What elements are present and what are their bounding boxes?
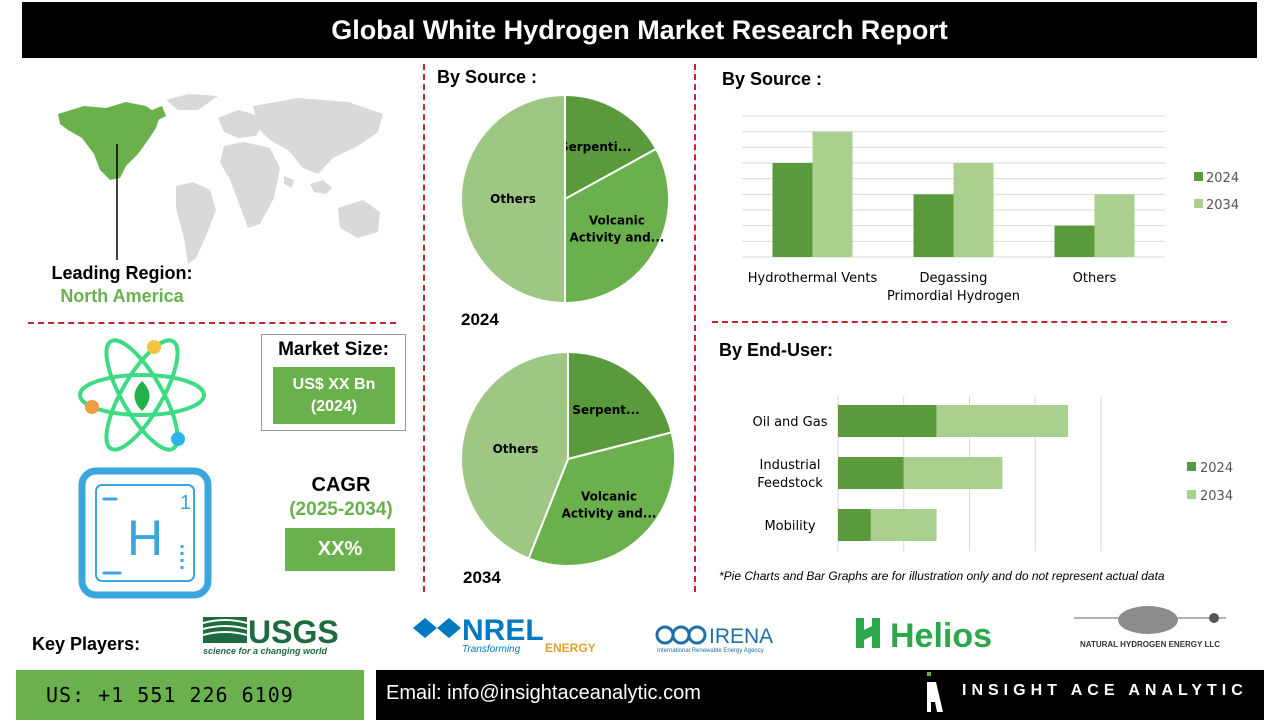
pie-2024-slice-2 <box>460 93 566 305</box>
end-user-bar-2034-1 <box>903 457 1003 489</box>
page-title: Global White Hydrogen Market Research Re… <box>22 2 1257 58</box>
usgs-tagline: science for a changing world <box>203 646 328 656</box>
cagr-value: XX% <box>285 528 395 571</box>
market-size-year: (2024) <box>310 397 358 415</box>
bar-source-category-2: Others <box>1073 271 1117 286</box>
end-user-bar-2034-0 <box>936 405 1069 437</box>
helios-wordmark: Helios <box>890 617 992 654</box>
end-user-category-2: Mobility <box>764 519 815 534</box>
nrel-tagline-energy: ENERGY <box>545 641 596 655</box>
pie-2034-slice-0 <box>567 350 673 461</box>
end-user-bar-2024-0 <box>838 405 937 437</box>
pie-2024-slice-0 <box>564 93 658 201</box>
bar-source-2034-0 <box>812 131 853 257</box>
world-map-icon <box>58 94 383 264</box>
market-size-label: Market Size: <box>278 339 389 360</box>
phone-number: US: +1 551 226 6109 <box>16 670 364 720</box>
end-user-legend-swatch-2034 <box>1187 490 1196 499</box>
pie-2024-year: 2024 <box>461 310 499 329</box>
pie-2024-label-2: Others <box>490 192 536 206</box>
market-size-card: Market Size: US$ XX Bn (2024) <box>261 334 406 431</box>
key-players-label: Key Players: <box>32 634 141 654</box>
pie-2034-year: 2034 <box>463 568 501 587</box>
nrel-tagline: Transforming <box>462 644 521 655</box>
natural-hydrogen-energy-logo: NATURAL HYDROGEN ENERGY LLC <box>1074 606 1226 649</box>
bar-source-2024-1 <box>913 194 954 257</box>
market-size-amount: US$ XX Bn <box>292 375 376 393</box>
nrel-logo: NREL Transforming ENERGY <box>413 614 596 655</box>
divider-left-horizontal <box>28 322 396 324</box>
end-user-category-0: Oil and Gas <box>753 415 828 430</box>
pie-2034-slice-1 <box>527 431 676 567</box>
leading-region-label: Leading Region: <box>51 263 193 283</box>
insight-ace-logo-icon <box>927 672 943 712</box>
element-symbol: H <box>127 510 163 566</box>
bar-source-2024-2 <box>1054 225 1095 257</box>
end-user-bar-2024-1 <box>838 457 904 489</box>
nrel-wordmark: NREL <box>462 614 544 647</box>
end-user-title: By End-User: <box>719 340 834 360</box>
bar-source-legend-swatch-2034 <box>1194 199 1203 208</box>
irena-wordmark: IRENA <box>709 625 773 648</box>
pie-2034-slice-2 <box>460 350 569 560</box>
usgs-logo: USGS science for a changing world <box>202 614 339 656</box>
market-size-value: US$ XX Bn (2024) <box>273 367 395 424</box>
bar-source-legend-label-2034: 2034 <box>1206 198 1239 213</box>
end-user-legend-label-2024: 2024 <box>1200 461 1233 476</box>
end-user-bar-2024-2 <box>838 509 871 541</box>
pie-2024-label-1: Volcanic Activity and... <box>570 214 665 245</box>
pie-2034-label-2: Others <box>493 442 539 456</box>
bar-source-2034-2 <box>1094 194 1135 257</box>
brand-name: INSIGHT ACE ANALYTIC <box>962 682 1248 699</box>
pie-2024-label-0: Serpenti... <box>560 140 632 154</box>
bar-source-title: By Source : <box>722 69 823 89</box>
end-user-bar-2034-2 <box>870 509 937 541</box>
divider-right <box>694 64 696 592</box>
element-number: 1 <box>180 492 191 514</box>
leading-region-value: North America <box>60 286 184 306</box>
bar-source-2034-1 <box>953 163 994 257</box>
bar-source-2024-0 <box>772 163 813 257</box>
irena-tagline: International Renewable Energy Agency <box>657 648 764 654</box>
email-address: Email: info@insightaceanalytic.com <box>386 682 701 704</box>
illustration-note: *Pie Charts and Bar Graphs are for illus… <box>719 569 1165 583</box>
nhe-wordmark: NATURAL HYDROGEN ENERGY LLC <box>1080 640 1220 649</box>
pie-2024-slice-1 <box>564 147 670 305</box>
pie-section-title: By Source : <box>437 67 538 87</box>
end-user-category-1: Industrial Feedstock <box>757 458 823 491</box>
divider-left <box>423 64 425 592</box>
helios-logo: Helios <box>856 617 992 654</box>
end-user-legend-label-2034: 2034 <box>1200 489 1233 504</box>
irena-logo: IRENA International Renewable Energy Age… <box>655 625 773 654</box>
atom-icon <box>78 338 206 452</box>
pie-2034-label-0: Serpent... <box>572 403 639 417</box>
bar-source-category-0: Hydrothermal Vents <box>748 271 878 286</box>
bar-source-category-1: Degassing Primordial Hydrogen <box>887 271 1020 304</box>
cagr-years: (2025-2034) <box>289 499 393 520</box>
bar-source-legend-label-2024: 2024 <box>1206 171 1239 186</box>
footer-bar <box>376 670 1264 720</box>
hydrogen-element-icon: 1 H <box>78 467 212 599</box>
pie-2034-label-1: Volcanic Activity and... <box>562 490 657 521</box>
end-user-legend-swatch-2024 <box>1187 462 1196 471</box>
usgs-wordmark: USGS <box>248 614 339 650</box>
cagr-label: CAGR <box>311 474 371 496</box>
divider-right-horizontal <box>712 321 1227 323</box>
bar-source-legend-swatch-2024 <box>1194 172 1203 181</box>
